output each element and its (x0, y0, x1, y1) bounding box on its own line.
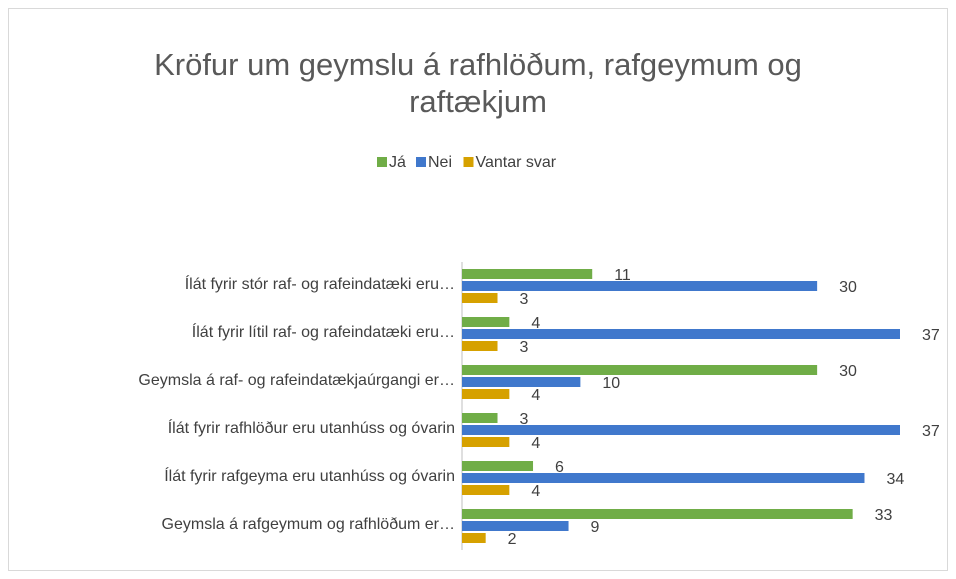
bar (462, 269, 593, 279)
data-label: 3 (520, 411, 529, 428)
bar (462, 341, 498, 351)
bar (462, 533, 486, 543)
bar (462, 317, 510, 327)
y-tick-label: Ílát fyrir rafgeyma eru utanhúss og óvar… (164, 466, 455, 485)
y-tick-label: Ílát fyrir stór raf- og rafeindatæki eru… (185, 274, 455, 293)
data-label: 3 (520, 339, 529, 356)
bar (462, 377, 581, 387)
bar (462, 293, 498, 303)
data-label: 34 (886, 471, 904, 488)
data-label: 30 (839, 279, 857, 296)
bar (462, 473, 865, 483)
bar (462, 281, 818, 291)
legend-label: Nei (428, 154, 452, 171)
bar (462, 329, 900, 339)
data-label: 4 (531, 315, 540, 332)
bar (462, 437, 510, 447)
legend-swatch (416, 157, 426, 167)
bar (462, 509, 853, 519)
legend-label: Já (389, 154, 406, 171)
data-label: 2 (508, 531, 517, 548)
data-label: 10 (602, 375, 620, 392)
data-label: 6 (555, 459, 564, 476)
y-tick-label: Ílát fyrir rafhlöður eru utanhúss og óva… (168, 418, 455, 437)
data-label: 4 (531, 483, 540, 500)
chart-title: Kröfur um geymslu á rafhlöðum, rafgeymum… (154, 47, 802, 119)
y-tick-label: Ílát fyrir lítil raf- og rafeindatæki er… (192, 322, 455, 341)
data-label: 37 (922, 423, 940, 440)
bar (462, 389, 510, 399)
legend-label: Vantar svar (476, 154, 557, 171)
legend-swatch (463, 157, 474, 167)
data-label: 4 (531, 387, 540, 404)
data-label: 3 (520, 291, 529, 308)
data-label: 33 (875, 507, 893, 524)
data-label: 11 (614, 267, 631, 284)
bar (462, 365, 818, 375)
data-label: 30 (839, 363, 857, 380)
bar (462, 425, 900, 435)
bar (462, 461, 534, 471)
y-tick-label: Geymsla á rafgeymum og rafhlöðum er… (162, 516, 455, 533)
y-tick-label: Geymsla á raf- og rafeindatækjaúrgangi e… (138, 372, 455, 389)
legend-swatch (377, 157, 387, 167)
bar (462, 485, 510, 495)
data-label: 4 (531, 435, 540, 452)
bar (462, 521, 569, 531)
data-label: 9 (591, 519, 600, 536)
data-label: 37 (922, 327, 940, 344)
bar (462, 413, 498, 423)
